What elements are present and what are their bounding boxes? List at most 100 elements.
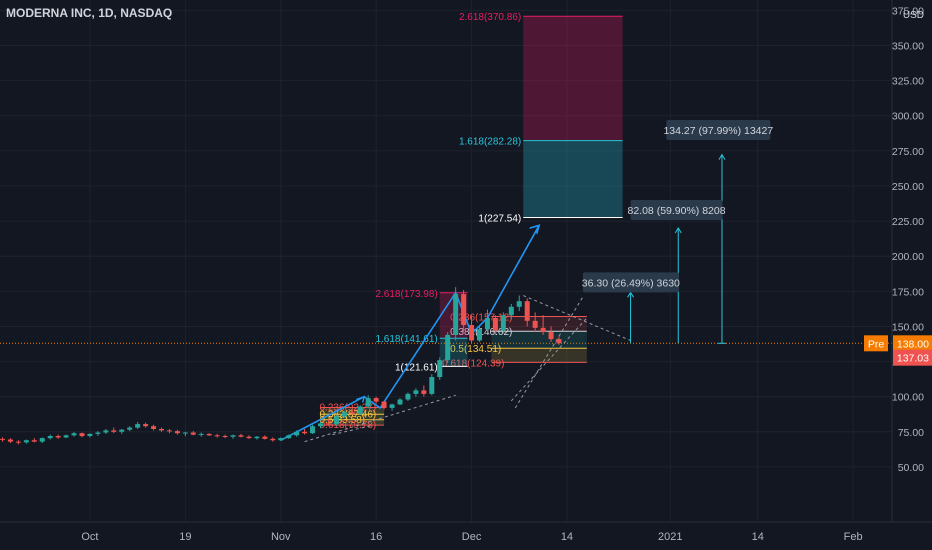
target-label: 134.27 (97.99%) 13427	[663, 125, 773, 137]
candle	[47, 436, 53, 439]
fib-zone-low	[491, 348, 587, 363]
price-tags: Pre 138.00 137.03	[864, 335, 932, 366]
candle	[182, 432, 188, 434]
candle	[31, 440, 37, 442]
x-tick-label: 19	[179, 531, 191, 543]
candle	[39, 438, 45, 442]
candle	[405, 393, 411, 400]
y-tick-label: 250.00	[892, 181, 924, 193]
fib-level-label: 0.618(124.39)	[442, 358, 504, 369]
candle	[0, 438, 5, 440]
y-tick-label: 175.00	[892, 286, 924, 298]
candle	[357, 406, 363, 414]
abc-arrow-head-small	[356, 395, 366, 403]
extension-level-label: 1(121.61)	[395, 362, 438, 373]
pre-tag-bg	[864, 335, 888, 352]
candle	[214, 435, 220, 437]
candle	[524, 301, 530, 321]
candle	[310, 426, 316, 434]
currency-label: USD	[902, 10, 924, 21]
candle	[500, 315, 506, 331]
target-label-box	[630, 200, 723, 221]
fib-level-label: 0.236(157.12)	[450, 312, 512, 323]
x-tick-label: Oct	[81, 531, 98, 543]
candle	[190, 432, 196, 435]
fib-level-label: 0.5(134.51)	[450, 344, 501, 355]
x-tick-label: 14	[752, 531, 764, 543]
candle	[373, 398, 379, 402]
candle	[174, 431, 180, 434]
candle	[151, 426, 157, 429]
candle	[15, 441, 21, 443]
candle	[333, 416, 339, 425]
target-label: 82.08 (59.90%) 8208	[628, 205, 726, 217]
candle	[7, 439, 13, 442]
candle	[246, 436, 252, 439]
candle	[365, 398, 371, 407]
y-tick-label: 100.00	[892, 392, 924, 404]
extension-level-label: 1.618(141.61)	[375, 334, 437, 345]
chart-grid	[0, 9, 892, 468]
triangle-lower	[514, 296, 584, 409]
candle	[135, 424, 141, 428]
extension-level-label: 1(227.54)	[478, 214, 521, 225]
candle	[318, 423, 323, 427]
candle	[397, 399, 403, 405]
candle	[103, 430, 109, 433]
y-tick-label: 75.00	[898, 427, 924, 439]
candle	[381, 401, 387, 408]
candle	[87, 433, 93, 437]
fib-zone-top	[491, 316, 587, 332]
candle	[111, 430, 117, 432]
x-tick-label: Nov	[271, 531, 291, 543]
time-axis: Oct19Nov16Dec14202114Feb1	[0, 521, 932, 543]
x-tick-label: 16	[370, 531, 382, 543]
fib-level-label: 0.618(79.78)	[320, 420, 377, 431]
candle	[477, 329, 482, 341]
candle	[532, 320, 538, 328]
candle	[413, 390, 419, 394]
extension-big-top	[523, 16, 623, 141]
price-axis: 50.0075.00100.00125.00150.00175.00200.00…	[891, 0, 932, 550]
candle	[286, 435, 292, 439]
candle	[270, 438, 276, 441]
extension-big-bottom	[523, 140, 623, 218]
candle	[540, 327, 546, 333]
x-tick-label: 14	[561, 531, 573, 543]
candle	[437, 360, 443, 378]
extension-level-label: 2.618(173.98)	[375, 289, 437, 300]
pre-value: 138.00	[897, 338, 929, 350]
triangle-upper	[523, 295, 631, 341]
target-label-box	[582, 272, 679, 293]
y-tick-label: 275.00	[892, 146, 924, 158]
target-arrow-head	[674, 227, 682, 234]
symbol-title: MODERNA INC, 1D, NASDAQ	[6, 6, 173, 20]
y-tick-label: 300.00	[892, 111, 924, 123]
candle	[453, 294, 459, 335]
candle	[389, 404, 395, 408]
candle	[278, 438, 284, 441]
abc-arrow-head	[529, 224, 541, 234]
candle	[206, 433, 212, 436]
fib-level-label: 0.5(83.58)	[320, 415, 366, 426]
candle	[143, 424, 149, 427]
candle	[71, 433, 77, 436]
candle	[159, 429, 164, 431]
x-tick-label: 2021	[658, 531, 682, 543]
y-tick-label: 325.00	[892, 76, 924, 88]
candle	[516, 301, 522, 307]
candle	[166, 430, 172, 432]
candle	[429, 377, 435, 394]
candle	[302, 431, 308, 434]
candle	[556, 339, 562, 344]
candle	[238, 435, 244, 437]
candle	[341, 412, 347, 417]
candle	[119, 429, 125, 432]
pre-value-tag	[893, 335, 932, 352]
candle	[222, 436, 228, 438]
candle	[127, 427, 133, 430]
candle	[198, 433, 204, 435]
y-tick-label: 200.00	[892, 251, 924, 263]
chart-grid-vertical	[89, 0, 854, 522]
